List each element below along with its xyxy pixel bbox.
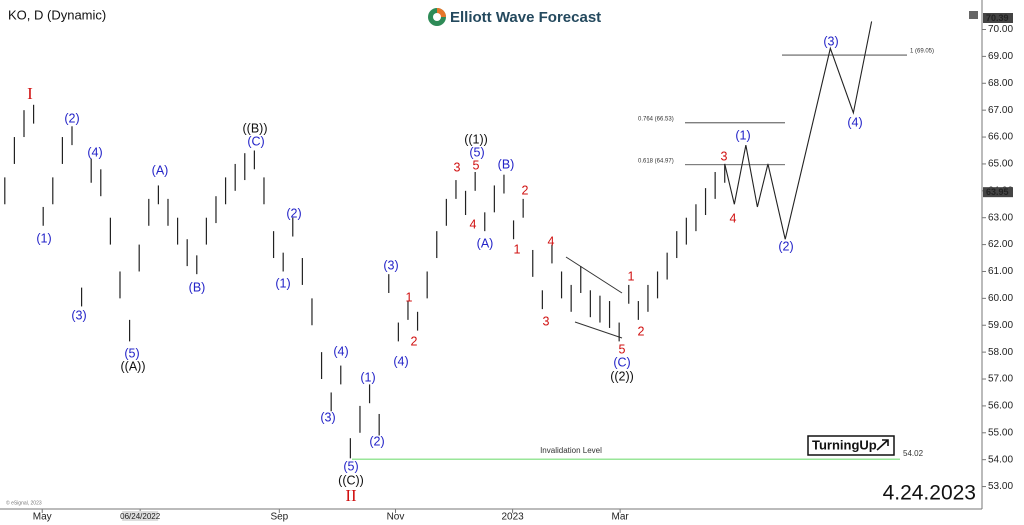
wave-label: (1) — [360, 370, 375, 384]
wave-label: (3) — [823, 34, 838, 48]
wave-label: (1) — [36, 231, 51, 245]
wave-label: (1) — [735, 128, 750, 142]
wave-label: ((2)) — [610, 369, 634, 383]
y-tick-label: 59.00 — [988, 320, 1013, 331]
wave-label: 2 — [638, 324, 645, 338]
wave-label: ((A)) — [121, 359, 146, 373]
wave-label: ((C)) — [338, 473, 364, 487]
wave-label: II — [345, 486, 357, 505]
wave-label: (A) — [477, 236, 494, 250]
wave-label: 4 — [470, 217, 477, 231]
wave-label: 5 — [619, 342, 626, 356]
date: 4.24.2023 — [883, 482, 976, 505]
y-tick-label: 60.00 — [988, 293, 1013, 304]
wave-label: (2) — [64, 111, 79, 125]
wave-label: I — [27, 84, 33, 103]
y-tick-label: 56.00 — [988, 401, 1013, 412]
badge-text: TurningUp — [812, 437, 877, 452]
y-tick-label: 53.00 — [988, 481, 1013, 492]
wave-label: ((1)) — [464, 132, 488, 146]
wave-label: (4) — [393, 354, 408, 368]
wave-label: 3 — [543, 314, 550, 328]
wave-label: (1) — [275, 276, 290, 290]
badge-box — [807, 435, 895, 456]
y-tick-label: 63.00 — [988, 212, 1013, 223]
invalidation-value: 54.02 — [903, 449, 924, 458]
wave-label: (3) — [71, 308, 86, 322]
wave-label: 2 — [522, 183, 529, 197]
y-tick-label: 54.00 — [988, 454, 1013, 465]
wave-label: 4 — [548, 234, 555, 248]
y-tick-label: 66.00 — [988, 132, 1013, 143]
wave-label: (A) — [152, 163, 169, 177]
y-tick-label: 65.00 — [988, 159, 1013, 170]
wave-label: (5) — [343, 459, 358, 473]
wave-label: (2) — [369, 434, 384, 448]
wave-label: 1 — [514, 242, 521, 256]
logo-icon-center — [433, 13, 441, 21]
wave-label: 1 — [628, 269, 635, 283]
wedge-line — [565, 256, 623, 294]
y-tick-label: 61.00 — [988, 266, 1013, 277]
wave-label: 3 — [721, 149, 728, 163]
wave-label: (4) — [847, 115, 862, 129]
window-icon — [969, 11, 978, 19]
chart-title: KO, D (Dynamic) — [8, 7, 106, 22]
y-tick-label: 55.00 — [988, 427, 1013, 438]
wave-label: (2) — [286, 206, 301, 220]
wave-label: (B) — [498, 157, 515, 171]
brand: Elliott Wave Forecast — [450, 9, 601, 26]
wave-label: (3) — [383, 258, 398, 272]
price-tag-box — [983, 187, 1013, 198]
wave-label: 5 — [473, 158, 480, 172]
wave-label: (3) — [320, 410, 335, 424]
y-tick-label: 62.00 — [988, 239, 1013, 250]
y-tick-label: 69.00 — [988, 51, 1013, 62]
price-tag-box — [983, 13, 1013, 23]
wave-label: (C) — [613, 355, 630, 369]
invalidation-label: Invalidation Level — [540, 446, 602, 455]
wave-label: 2 — [411, 334, 418, 348]
wave-label: (4) — [87, 145, 102, 159]
wave-label: (5) — [469, 145, 484, 159]
x-tick-label: 06/24/2022 — [120, 512, 161, 521]
wave-label: (5) — [124, 346, 139, 360]
y-tick-label: 67.00 — [988, 105, 1013, 116]
wave-label: 1 — [406, 290, 413, 304]
wave-label: (4) — [333, 344, 348, 358]
x-tick-label: Sep — [270, 512, 288, 523]
wave-label: 3 — [454, 160, 461, 174]
wave-label: ((B)) — [243, 121, 268, 135]
fib-label: 0.764 (66.53) — [638, 116, 674, 122]
x-tick-label: May — [33, 512, 52, 523]
logo: Elliott Wave Forecast — [428, 8, 601, 26]
x-tick-label: Nov — [387, 512, 405, 523]
y-tick-label: 57.00 — [988, 374, 1013, 385]
wave-label: 4 — [730, 211, 737, 225]
fib-label: 1 (69.05) — [910, 49, 934, 55]
y-tick-label: 68.00 — [988, 78, 1013, 89]
price-tag: 63.95 — [986, 187, 1009, 197]
fib-label: 0.618 (64.97) — [638, 158, 674, 164]
y-tick-label: 70.00 — [988, 24, 1013, 35]
projection-line — [724, 21, 873, 240]
wave-label: (B) — [189, 280, 206, 294]
badge-arrow — [876, 439, 889, 451]
wave-label: (C) — [247, 134, 264, 148]
badge: TurningUp — [807, 435, 895, 456]
x-tick-box — [122, 511, 159, 521]
y-tick-label: 58.00 — [988, 347, 1013, 358]
x-tick-label: Mar — [611, 512, 629, 523]
wave-label: (2) — [778, 239, 793, 253]
price-tag: 70.39 — [986, 13, 1009, 23]
wedge-line — [574, 321, 623, 339]
copyright: © eSignal, 2023 — [6, 499, 42, 506]
x-tick-label: 2023 — [501, 512, 524, 523]
